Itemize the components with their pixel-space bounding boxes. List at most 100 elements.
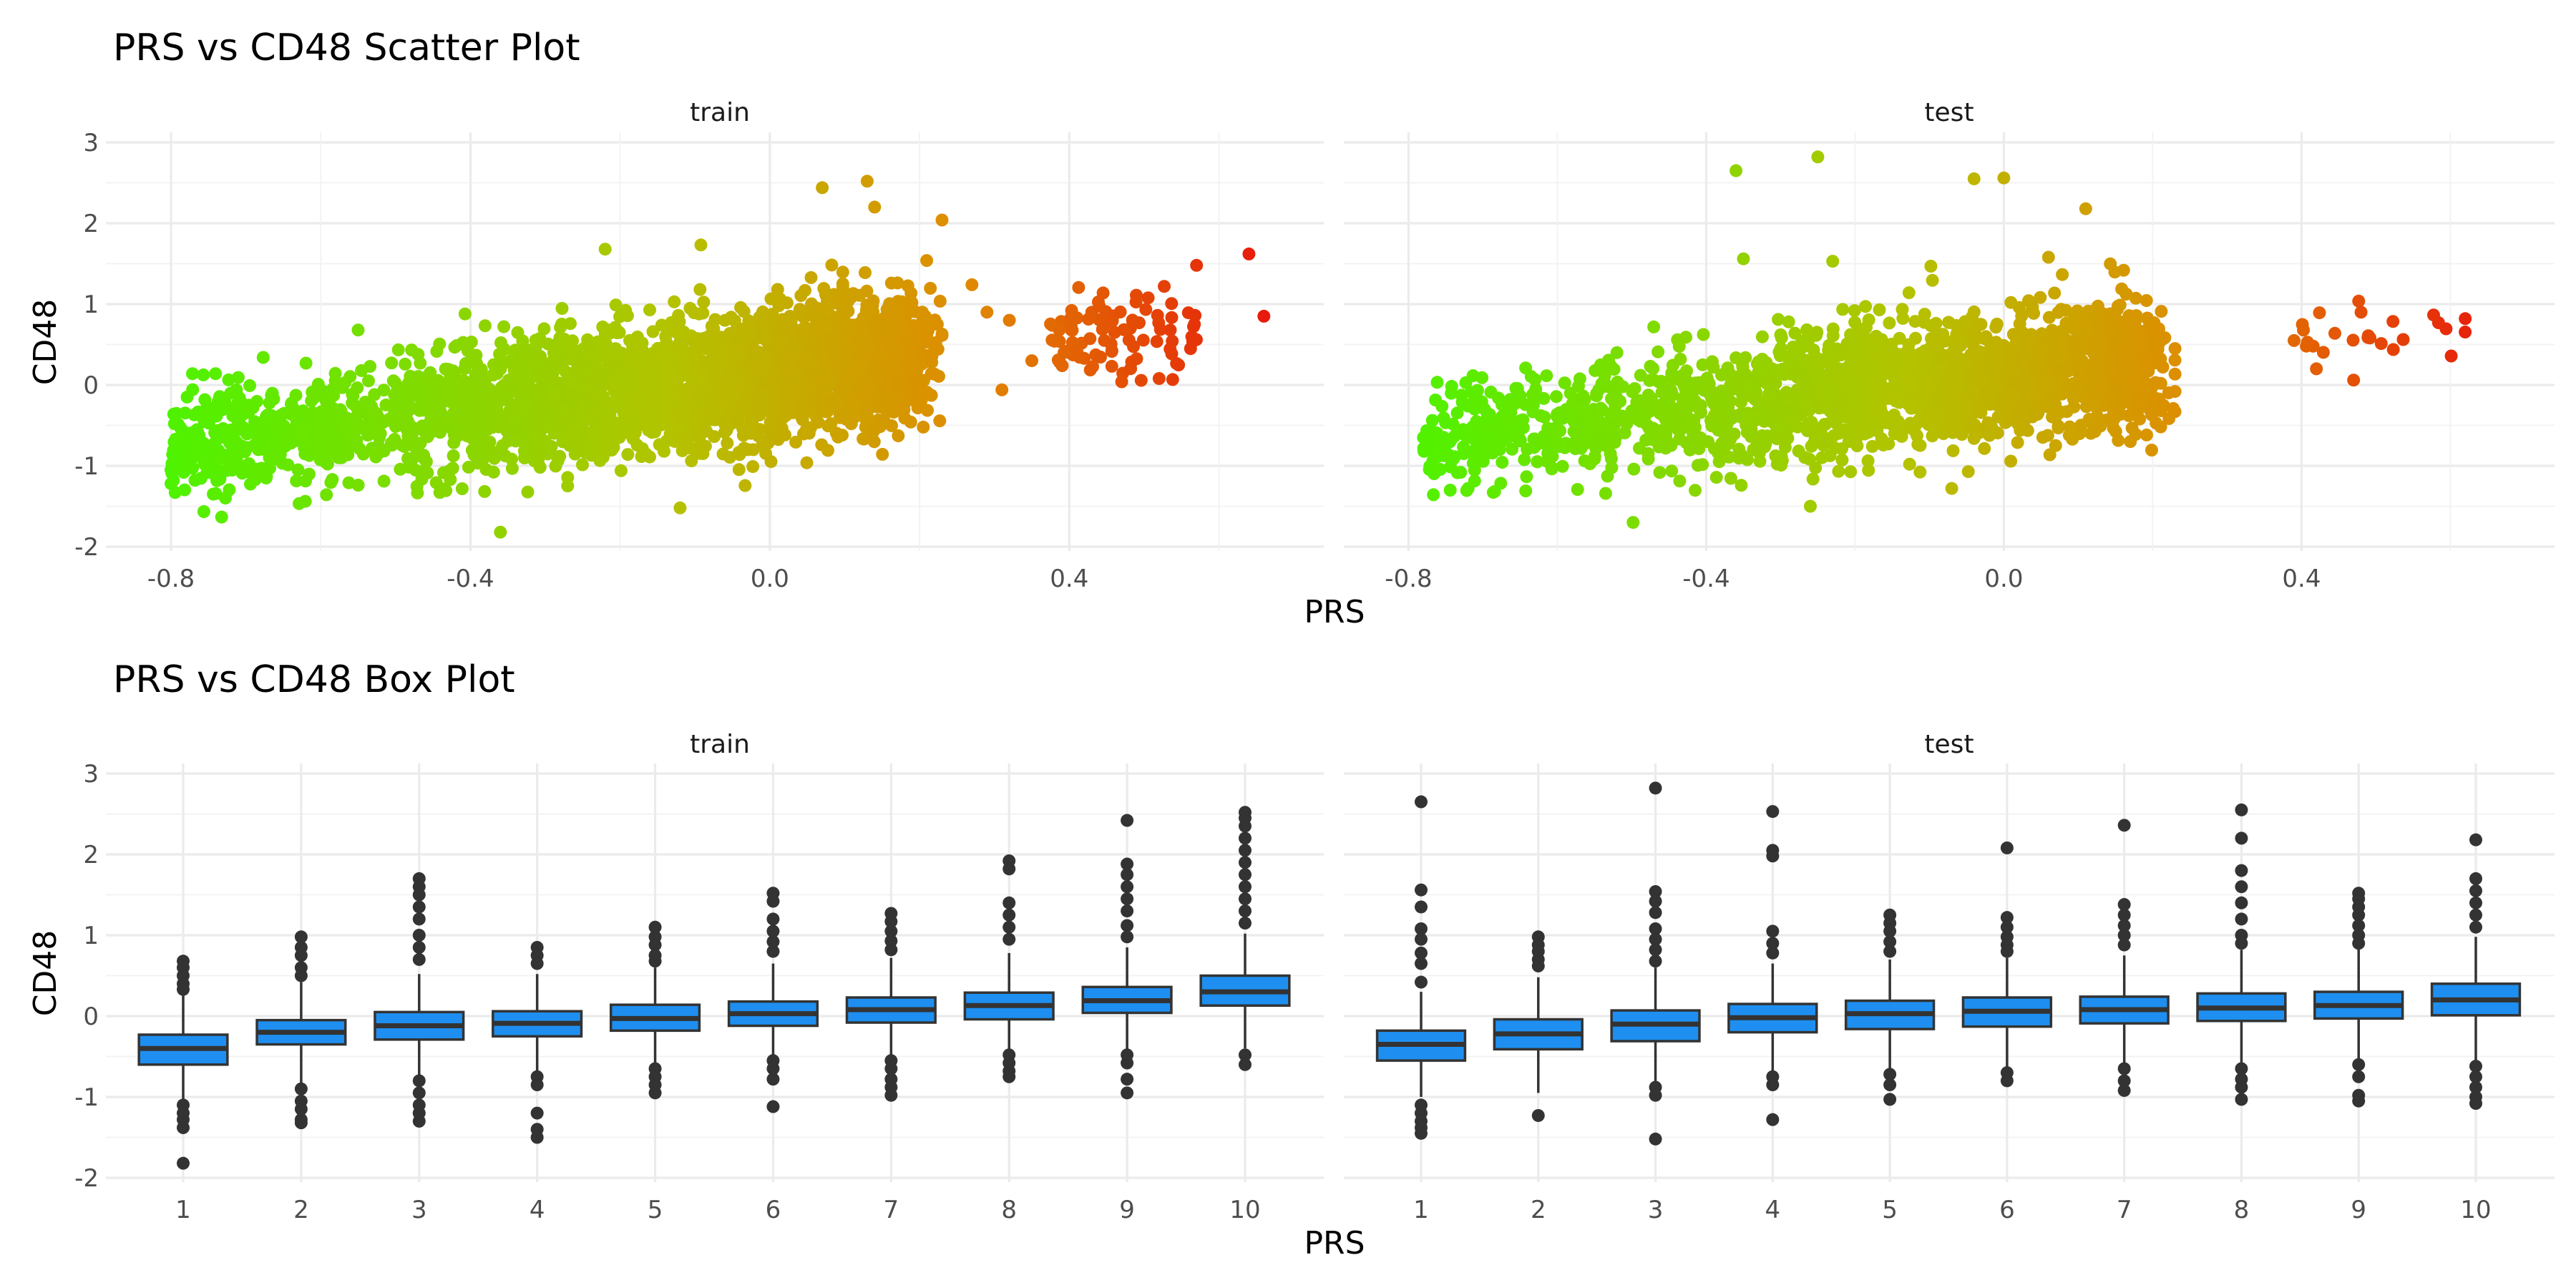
scatter-point <box>1165 311 1179 324</box>
scatter-point <box>457 391 470 405</box>
scatter-point <box>759 331 773 345</box>
scatter-point <box>230 383 243 396</box>
scatter-point <box>255 462 268 475</box>
scatter-point <box>1802 417 1816 431</box>
scatter-point <box>197 368 210 381</box>
scatter-point <box>398 413 411 426</box>
scatter-point <box>1946 444 1960 457</box>
scatter-point <box>730 411 743 425</box>
scatter-point <box>1571 483 1584 496</box>
scatter-point <box>1130 352 1143 366</box>
scatter-point <box>1504 413 1518 426</box>
scatter-point <box>896 318 909 331</box>
scatter-point <box>2004 296 2018 309</box>
scatter-point <box>716 340 729 353</box>
scatter-point <box>738 424 752 437</box>
scatter-point <box>857 432 871 446</box>
scatter-point <box>1070 345 1084 358</box>
scatter-point <box>903 364 917 378</box>
scatter-point <box>2009 337 2022 351</box>
scatter-point <box>559 365 572 379</box>
scatter-point <box>404 369 417 383</box>
scatter-point <box>673 315 686 328</box>
scatter-point <box>897 333 911 347</box>
scatter-point <box>1064 312 1078 326</box>
scatter-point <box>165 477 177 490</box>
scatter-point <box>1970 320 1984 333</box>
scatter-point <box>825 258 839 272</box>
scatter-point <box>773 340 786 353</box>
scatter-point <box>2049 439 2062 452</box>
scatter-point <box>579 440 592 454</box>
scatter-point <box>1083 332 1097 346</box>
scatter-point <box>821 444 834 457</box>
scatter-point <box>519 396 533 409</box>
scatter-point <box>2084 426 2097 440</box>
scatter-point <box>811 416 825 429</box>
scatter-point <box>278 428 291 441</box>
scatter-point <box>679 359 692 373</box>
scatter-point <box>673 501 687 514</box>
scatter-point <box>409 464 423 477</box>
scatter-point <box>290 412 303 426</box>
scatter-point <box>423 386 436 399</box>
scatter-point <box>2054 405 2068 419</box>
scatter-point <box>537 322 551 336</box>
scatter-point <box>1689 484 1702 497</box>
scatter-point <box>935 328 949 342</box>
scatter-point <box>1724 472 1737 485</box>
scatter-point <box>559 341 572 355</box>
scatter-point <box>1152 372 1166 385</box>
scatter-point <box>892 381 905 394</box>
scatter-point <box>1627 462 1641 476</box>
scatter-point <box>1437 431 1450 444</box>
scatter-point <box>757 320 771 333</box>
scatter-point <box>1807 343 1820 357</box>
scatter-point <box>416 419 429 433</box>
scatter-points <box>1417 150 2472 530</box>
scatter-point <box>1150 335 1163 348</box>
scatter-point <box>608 369 621 382</box>
scatter-point <box>183 448 197 462</box>
scatter-point <box>1158 280 1171 293</box>
scatter-point <box>670 326 684 340</box>
scatter-point <box>595 372 609 385</box>
scatter-point <box>799 359 812 373</box>
scatter-point <box>2145 444 2158 457</box>
scatter-point <box>707 322 721 336</box>
scatter-point <box>755 361 769 374</box>
scatter-point <box>852 333 865 347</box>
scatter-point <box>1532 437 1546 451</box>
scatter-point <box>328 366 342 380</box>
scatter-point <box>1527 398 1540 411</box>
scatter-point <box>197 505 210 518</box>
scatter-point <box>670 422 683 436</box>
scatter-point <box>215 510 228 524</box>
scatter-point <box>415 396 429 409</box>
scatter-point <box>559 402 572 416</box>
scatter-point <box>703 406 716 420</box>
scatter-point <box>1806 472 1820 486</box>
scatter-point <box>1454 466 1468 479</box>
scatter-point <box>265 386 279 400</box>
scatter-point <box>1902 286 1916 300</box>
scatter-point <box>713 364 726 378</box>
scatter-point <box>625 371 639 384</box>
scatter-point <box>928 367 942 381</box>
scatter-point <box>674 409 688 422</box>
scatter-point <box>786 346 800 359</box>
scatter-point <box>646 325 660 338</box>
scatter-point <box>653 371 667 385</box>
scatter-point <box>1836 303 1850 316</box>
scatter-point <box>1480 410 1494 424</box>
scatter-point <box>165 463 177 477</box>
scatter-point <box>331 438 344 452</box>
scatter-point <box>1443 484 1457 497</box>
scatter-point <box>1551 407 1564 421</box>
scatter-point <box>1604 447 1617 461</box>
scatter-point <box>688 306 701 320</box>
scatter-point <box>187 408 201 421</box>
scatter-point <box>1753 454 1767 468</box>
scatter-point <box>447 449 460 462</box>
